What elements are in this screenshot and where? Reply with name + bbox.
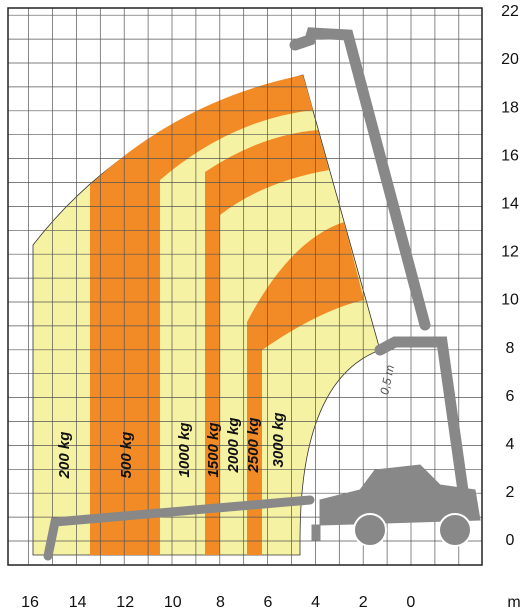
- y-tick-label: 0: [506, 532, 515, 549]
- y-tick-label: 8: [506, 340, 515, 357]
- zone-label: 1500 kg: [205, 422, 222, 477]
- orange-band: [90, 75, 313, 555]
- zones: [32, 74, 381, 556]
- x-tick-label: 2: [359, 594, 368, 611]
- y-tick-label: 14: [501, 196, 519, 213]
- x-tick-label: 0: [406, 594, 415, 611]
- y-tick-label: 18: [501, 99, 519, 116]
- zone-label: 2500 kg: [245, 417, 262, 473]
- wheel: [438, 513, 472, 547]
- annotation: 0,5 m: [377, 364, 397, 396]
- machine: [43, 27, 481, 561]
- upper-boom: [289, 27, 431, 331]
- y-tick-label: 20: [501, 51, 519, 68]
- zone-label: 3000 kg: [270, 412, 287, 467]
- y-tick-label: 10: [501, 292, 519, 309]
- y-tick-label: 6: [506, 388, 515, 405]
- lower-boom: [43, 495, 315, 561]
- x-tick-label: 6: [264, 594, 273, 611]
- y-tick-label: 4: [506, 436, 515, 453]
- y-tick-label: 16: [501, 147, 519, 164]
- y-tick-label: 12: [501, 244, 519, 261]
- x-tick-label: 8: [216, 594, 225, 611]
- wheel: [353, 513, 387, 547]
- zone-label: 1000 kg: [176, 422, 193, 477]
- fork: [311, 524, 321, 541]
- zone-label: 2000 kg: [225, 417, 242, 473]
- y-tick-label: 22: [501, 3, 519, 20]
- frame: [7, 7, 483, 566]
- labels: 200 kg 500 kg 1000 kg 1500 kg 2000 kg 25…: [21, 3, 521, 611]
- middle-boom: [374, 336, 471, 511]
- x-tick-label: 4: [311, 594, 320, 611]
- y-tick-label: 2: [506, 484, 515, 501]
- zone-label: 500 kg: [118, 432, 135, 479]
- x-tick-label: 12: [116, 594, 134, 611]
- zone-label: 200 kg: [56, 432, 73, 480]
- x-unit: m: [507, 594, 520, 611]
- x-tick-label: 10: [164, 594, 182, 611]
- orange-band: [247, 222, 364, 555]
- x-tick-label: 14: [69, 594, 87, 611]
- x-tick-label: 16: [21, 594, 39, 611]
